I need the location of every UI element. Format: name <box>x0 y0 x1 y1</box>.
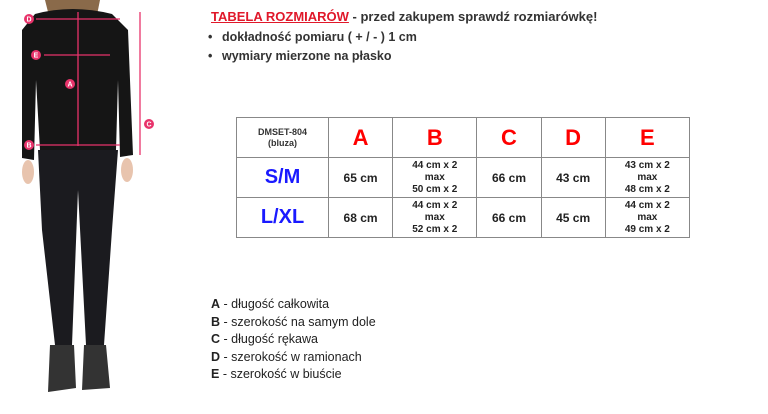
legend-item: E - szerokość w biuście <box>211 367 342 381</box>
cell-d: 45 cm <box>540 197 606 238</box>
marker-b <box>24 140 34 150</box>
table-header-row: DMSET-804 (bluza) A B C D E <box>236 117 691 158</box>
cell-c: 66 cm <box>476 197 542 238</box>
legend-item: D - szerokość w ramionach <box>211 349 362 364</box>
size-label: L/XL <box>236 197 329 238</box>
cell-e: 43 cm x 2 max 48 cm x 2 <box>604 157 691 198</box>
cell-b: 44 cm x 2 max 50 cm x 2 <box>392 157 478 198</box>
size-table: DMSET-804 (bluza) A B C D E S/M 65 cm 44 … <box>236 117 691 238</box>
size-label: S/M <box>236 157 329 198</box>
legend-item: B - szerokość na samym dole <box>211 314 376 329</box>
col-c: C <box>476 117 542 158</box>
leggings <box>38 150 118 345</box>
bullet-flat: wymiary mierzone na płasko <box>208 49 391 63</box>
marker-a <box>65 79 75 89</box>
cell-a: 68 cm <box>327 197 394 238</box>
shoes <box>48 345 110 392</box>
header-subtitle: - przed zakupem sprawdź rozmiarówkę! <box>348 9 598 24</box>
bullet-accuracy: dokładność pomiaru ( + / - ) 1 cm <box>208 30 417 44</box>
svg-text:D: D <box>26 17 31 24</box>
marker-e <box>31 50 41 60</box>
product-code: DMSET-804 <box>257 126 308 137</box>
svg-text:B: B <box>26 143 31 150</box>
cell-e: 44 cm x 2 max 49 cm x 2 <box>604 197 691 238</box>
marker-c <box>144 119 154 129</box>
table-row: L/XL 68 cm 44 cm x 2 max 52 cm x 2 66 cm 4… <box>236 197 691 238</box>
svg-text:A: A <box>67 82 72 89</box>
svg-text:C: C <box>146 122 151 129</box>
legend-item: A - długość całkowita <box>211 297 330 311</box>
table-row: S/M 65 cm 44 cm x 2 max 50 cm x 2 66 cm 43… <box>236 157 691 198</box>
col-a: A <box>327 117 394 158</box>
product-code-cell: DMSET-804 (bluza) <box>236 117 329 158</box>
col-d: D <box>540 117 606 158</box>
marker-d <box>24 14 34 24</box>
legend-item: C - długość rękawa <box>211 332 318 346</box>
svg-text:E: E <box>34 53 39 60</box>
header: TABELA ROZMIARÓW - przed zakupem sprawdź… <box>211 9 597 24</box>
measurement-legend: A - długość całkowita B - szerokość na s… <box>211 296 376 384</box>
col-b: B <box>392 117 478 158</box>
col-e: E <box>604 117 691 158</box>
cell-d: 43 cm <box>540 157 606 198</box>
cell-b: 44 cm x 2 max 52 cm x 2 <box>392 197 478 238</box>
product-type: (bluza) <box>268 137 297 148</box>
model-figure: D E A B C <box>22 0 154 392</box>
cell-a: 65 cm <box>327 157 394 198</box>
header-title: TABELA ROZMIARÓW <box>211 9 349 24</box>
cell-c: 66 cm <box>476 157 542 198</box>
